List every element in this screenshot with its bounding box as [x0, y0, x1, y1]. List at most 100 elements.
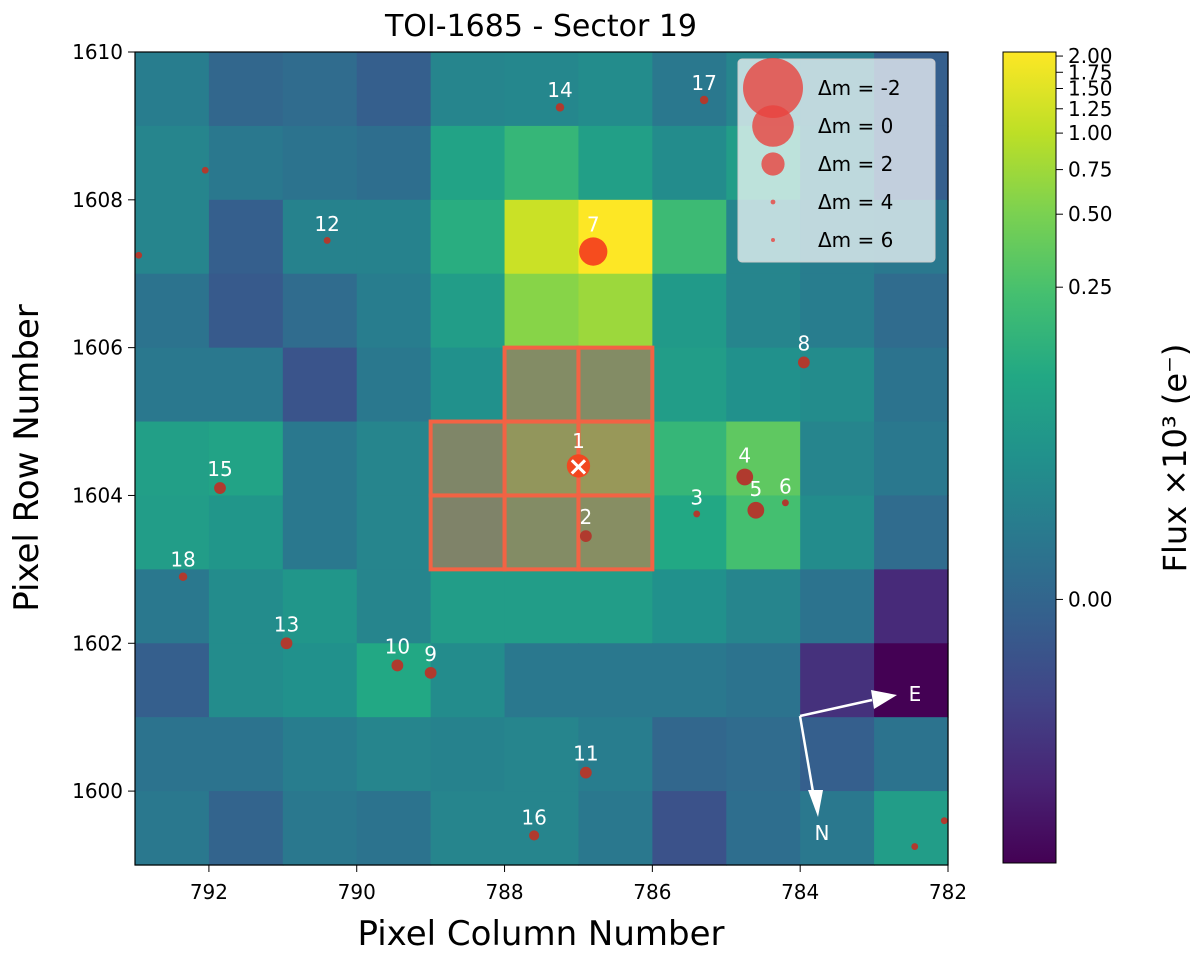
colorbar-tick-label: 1.00: [1068, 121, 1113, 145]
star-label: 5: [749, 477, 762, 501]
flux-pixel: [726, 421, 801, 497]
flux-pixel: [135, 495, 210, 570]
legend-marker: [743, 58, 803, 118]
star-marker: [555, 103, 565, 112]
flux-pixel: [652, 199, 727, 275]
flux-pixel: [135, 643, 210, 718]
star-label: 2: [579, 505, 592, 529]
flux-pixel: [282, 273, 358, 349]
x-tick-label: 790: [338, 880, 376, 904]
compass-east-arrowhead: [871, 690, 897, 709]
star-marker: [135, 251, 143, 259]
legend-entry-label: Δm = 2: [818, 152, 893, 176]
star-label: 11: [573, 742, 598, 766]
star-marker: [323, 237, 331, 244]
flux-pixel: [578, 347, 653, 423]
colorbar-label: Flux ×10³ (e⁻): [1156, 344, 1194, 573]
flux-pixel: [652, 125, 727, 201]
flux-pixel: [578, 125, 653, 201]
flux-pixel: [356, 273, 432, 349]
flux-pixel: [356, 717, 432, 792]
star-marker: [280, 637, 293, 650]
y-tick-label: 1600: [72, 779, 123, 803]
flux-pixel: [208, 347, 284, 423]
flux-pixel: [135, 52, 210, 127]
star-marker: [579, 766, 592, 779]
flux-pixel: [208, 643, 284, 718]
colorbar-tick-label: 0.75: [1068, 158, 1113, 182]
compass-north-label: N: [815, 821, 830, 845]
x-tick-label: 788: [485, 880, 523, 904]
flux-pixel: [578, 791, 653, 866]
flux-pixel: [874, 791, 949, 866]
flux-pixel: [282, 643, 358, 718]
colorbar-tick-label: 1.25: [1068, 97, 1113, 121]
legend-marker: [752, 105, 794, 147]
flux-pixel: [135, 791, 210, 866]
flux-pixel: [504, 347, 580, 423]
chart-title: TOI-1685 - Sector 19: [384, 9, 697, 44]
flux-pixel: [208, 791, 284, 866]
flux-pixel: [356, 495, 432, 570]
star-marker: [911, 843, 919, 850]
flux-pixel: [282, 791, 358, 866]
flux-pixel: [652, 791, 727, 866]
legend-entry-label: Δm = 0: [818, 114, 893, 138]
compass-north-arrowhead: [808, 790, 823, 817]
colorbar-tick-label: 0.00: [1068, 587, 1113, 611]
flux-pixel: [430, 643, 506, 718]
star-marker: [736, 468, 754, 486]
flux-pixel: [504, 421, 580, 497]
flux-pixel: [504, 199, 580, 275]
flux-pixel: [726, 347, 801, 423]
star-label: 3: [690, 486, 703, 510]
flux-pixel: [504, 273, 580, 349]
x-tick-label: 784: [781, 880, 819, 904]
flux-pixel: [135, 421, 210, 497]
star-marker: [178, 572, 188, 581]
flux-pixel: [652, 495, 727, 570]
flux-pixel: [726, 791, 801, 866]
flux-pixel: [356, 643, 432, 718]
flux-pixel: [356, 791, 432, 866]
flux-pixel: [208, 125, 284, 201]
flux-pixel: [356, 199, 432, 275]
colorbar-ticks: 2.001.751.501.251.00 0.75 0.50 0.25 0.00: [1056, 44, 1113, 611]
flux-pixel: [282, 495, 358, 570]
flux-pixel: [356, 421, 432, 497]
flux-pixel: [652, 569, 727, 644]
compass-east-arrow: [799, 698, 873, 718]
aperture-pixel: [428, 493, 507, 572]
flux-pixel: [800, 791, 875, 866]
y-axis-ticks: 1610 1608 1606 1604 1602 1600: [72, 40, 135, 803]
star-marker: [940, 817, 948, 825]
flux-pixel: [874, 495, 949, 570]
flux-pixel: [135, 569, 210, 644]
flux-pixel: [356, 52, 432, 127]
flux-grid: [135, 52, 949, 866]
star-label: 9: [424, 642, 437, 666]
flux-pixel: [282, 569, 358, 644]
flux-pixel: [430, 52, 506, 127]
compass-north-arrow: [798, 715, 815, 793]
x-tick-label: 792: [190, 880, 228, 904]
flux-pixel: [430, 125, 506, 201]
flux-pixel: [726, 495, 801, 570]
star-label: 6: [779, 474, 792, 498]
flux-pixel: [726, 273, 801, 349]
star-label: 1: [572, 429, 585, 453]
star-marker: [566, 454, 591, 478]
flux-pixel: [135, 273, 210, 349]
flux-pixel: [800, 273, 875, 349]
star-label: 10: [385, 635, 410, 659]
star-label: 12: [314, 212, 339, 236]
x-axis-label: Pixel Column Number: [357, 914, 724, 954]
compass: E N: [798, 682, 921, 845]
flux-pixel: [135, 717, 210, 792]
star-marker: [391, 659, 404, 672]
flux-pixel: [208, 495, 284, 570]
flux-pixel: [504, 495, 580, 570]
star-marker: [781, 499, 789, 507]
flux-pixel: [356, 569, 432, 644]
